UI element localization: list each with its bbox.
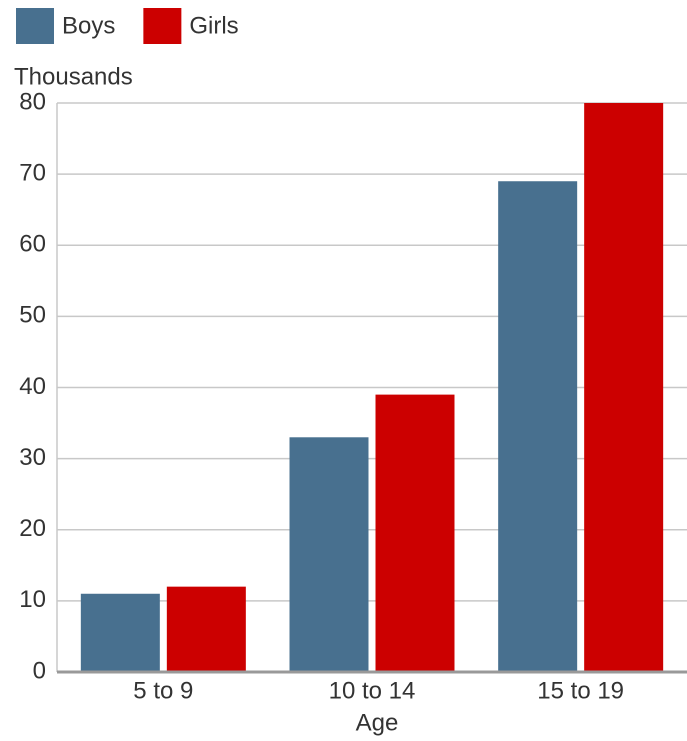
- legend-swatch: [143, 8, 182, 44]
- y-tick-label: 60: [19, 231, 46, 258]
- y-tick-label: 40: [19, 373, 46, 400]
- legend-label: Girls: [189, 12, 238, 39]
- y-tick-label: 80: [19, 88, 46, 115]
- y-axis-label: Thousands: [14, 63, 133, 90]
- x-tick-label: 10 to 14: [329, 677, 416, 704]
- x-tick-label: 15 to 19: [537, 677, 624, 704]
- y-tick-label: 0: [33, 657, 46, 684]
- bar: [289, 437, 369, 672]
- bar: [80, 593, 160, 672]
- legend-swatch: [16, 8, 54, 44]
- x-tick-label: 5 to 9: [133, 677, 193, 704]
- y-tick-label: 10: [19, 586, 46, 613]
- bar: [584, 103, 664, 672]
- y-tick-label: 70: [19, 159, 46, 186]
- bar: [498, 181, 578, 673]
- y-tick-label: 30: [19, 444, 46, 471]
- y-tick-label: 50: [19, 302, 46, 329]
- y-tick-label: 20: [19, 515, 46, 542]
- x-axis-label: Age: [356, 709, 399, 736]
- bar: [375, 394, 455, 672]
- legend-label: Boys: [62, 12, 115, 39]
- bar: [166, 586, 246, 672]
